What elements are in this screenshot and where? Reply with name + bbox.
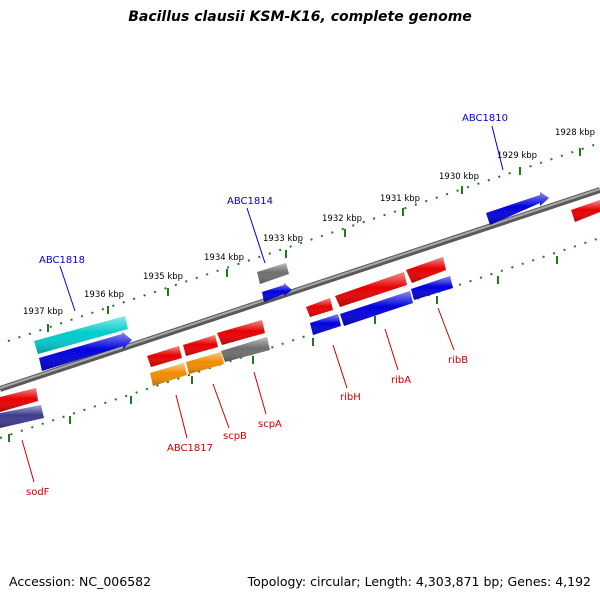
genome-title: Bacillus clausii KSM-K16, complete genom… (128, 9, 472, 25)
gene-red-upper-scpa[interactable] (217, 320, 265, 345)
tick-marks (8, 148, 581, 442)
gene-red-upper-abc1817[interactable] (147, 346, 182, 367)
leader-scpa (253, 371, 267, 415)
leader-abc1817 (175, 394, 188, 439)
gene-ribh-blue[interactable] (310, 314, 341, 335)
gene-abc1814-gray[interactable] (257, 263, 289, 284)
gene-label-abc1817: ABC1817 (167, 443, 213, 454)
gene-label-ribh: ribH (340, 392, 361, 403)
gene-red-upper-ribh[interactable] (306, 298, 333, 317)
tick-label: 1935 kbp (143, 272, 183, 282)
leader-sodf (21, 439, 35, 483)
leader-abc1818 (59, 265, 76, 312)
gene-riba-blue[interactable] (340, 291, 413, 326)
gene-ribb-blue[interactable] (411, 276, 453, 300)
gene-label-abc1810: ABC1810 (462, 113, 508, 124)
gene-abc1818-blue[interactable] (39, 332, 132, 371)
gene-label-abc1818: ABC1818 (39, 255, 85, 266)
topology-info: Topology: circular; Length: 4,303,871 bp… (247, 574, 591, 589)
gene-red-sodf[interactable] (0, 388, 38, 412)
genome-backbone (0, 187, 600, 392)
gene-abc1810[interactable] (486, 192, 549, 225)
tick-label: 1933 kbp (263, 234, 303, 244)
tick-label: 1931 kbp (380, 194, 420, 204)
gene-label-riba: ribA (391, 375, 411, 386)
tick-label: 1932 kbp (322, 214, 362, 224)
leader-riba (384, 328, 399, 371)
tick-label: 1928 kbp (555, 128, 595, 138)
leader-abc1814 (246, 207, 266, 264)
gene-abc1817-orange[interactable] (150, 363, 187, 386)
tick-label: 1936 kbp (84, 290, 124, 300)
gene-label-scpb: scpB (223, 431, 247, 442)
tick-label: 1937 kbp (23, 307, 63, 317)
gene-label-scpa: scpA (258, 419, 282, 430)
tick-label: 1929 kbp (497, 151, 537, 161)
gene-red-upper-riba[interactable] (335, 272, 407, 307)
leader-ribh (332, 344, 348, 389)
leader-abc1810 (491, 125, 504, 171)
upper-tick-guide (7, 142, 600, 342)
accession-label: Accession: NC_006582 (9, 574, 152, 589)
gene-label-sodf: sodF (26, 487, 50, 498)
gene-label-abc1814: ABC1814 (227, 196, 273, 207)
tick-label: 1934 kbp (204, 253, 244, 263)
gene-red-edge-right[interactable] (571, 200, 600, 222)
gene-label-ribb: ribB (448, 355, 468, 366)
gene-abc1814-blue[interactable] (262, 283, 292, 302)
leader-scpb (212, 383, 230, 429)
gene-sodf-navy[interactable] (0, 405, 44, 428)
gene-abc1818-cyan[interactable] (34, 316, 128, 354)
leader-ribb (437, 307, 455, 351)
gene-red-upper-scpb[interactable] (183, 335, 218, 356)
tick-label: 1930 kbp (439, 172, 479, 182)
gene-scpa-gray[interactable] (221, 337, 270, 362)
gene-red-upper-ribb[interactable] (406, 257, 446, 283)
gene-scpb-orange[interactable] (186, 352, 224, 374)
